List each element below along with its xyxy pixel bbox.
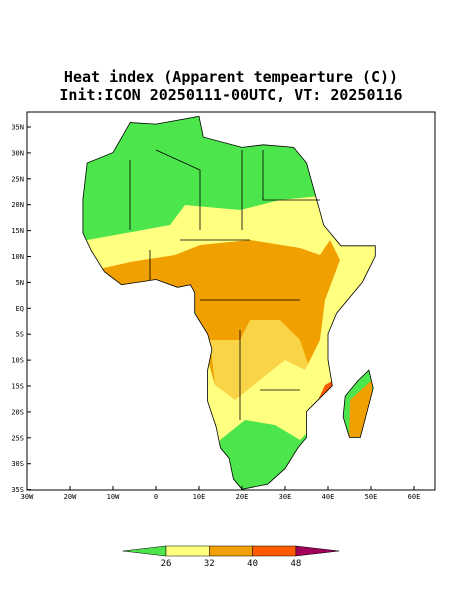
lon-label: 20E [236, 493, 249, 501]
lat-label: 20N [11, 201, 24, 209]
map-subtitle: Init:ICON 20250111-00UTC, VT: 20250116 [59, 86, 402, 104]
colorbar-bin [252, 545, 297, 557]
lat-label: 35S [11, 486, 24, 494]
lon-label: 30W [21, 493, 34, 501]
lat-label: 5N [16, 279, 24, 287]
colorbar-bin [165, 545, 210, 557]
lat-label: 30N [11, 149, 24, 157]
lat-label: EQ [16, 305, 24, 313]
lat-label: 25S [11, 434, 24, 442]
lon-label: 60E [408, 493, 421, 501]
map-frame [26, 111, 436, 491]
axes: 35N 30N 25N 20N 15N 10N 5N EQ 5S 10S 15S 20S 25S 30S 3… [11, 124, 420, 502]
colorbar: 26 32 40 48 [122, 545, 340, 569]
lon-label: 40E [322, 493, 335, 501]
lon-label: 10E [193, 493, 206, 501]
lat-label: 5S [16, 331, 24, 339]
lon-label: 20W [64, 493, 77, 501]
colorbar-label: 40 [247, 559, 258, 569]
map-title: Heat index (Apparent tempearture (C)) [64, 68, 398, 86]
lat-label: 10S [11, 357, 24, 365]
heat-field [82, 116, 376, 490]
lon-label: 50E [365, 493, 378, 501]
colorbar-label: 26 [161, 559, 172, 569]
coastline [82, 115, 376, 490]
lon-label: 0 [154, 493, 158, 501]
colorbar-bin [209, 545, 253, 557]
colorbar-label: 32 [204, 559, 215, 569]
lat-label: 25N [11, 175, 24, 183]
colorbar-label: 48 [290, 559, 301, 569]
lon-label: 30E [279, 493, 292, 501]
lon-label: 10W [107, 493, 120, 501]
lat-label: 15S [11, 383, 24, 391]
lat-label: 10N [11, 253, 24, 261]
lat-label: 30S [11, 460, 24, 468]
colorbar-high [295, 545, 340, 557]
lat-label: 15N [11, 227, 24, 235]
colorbar-low [122, 545, 167, 557]
lat-label: 20S [11, 408, 24, 416]
lat-label: 35N [11, 124, 24, 132]
